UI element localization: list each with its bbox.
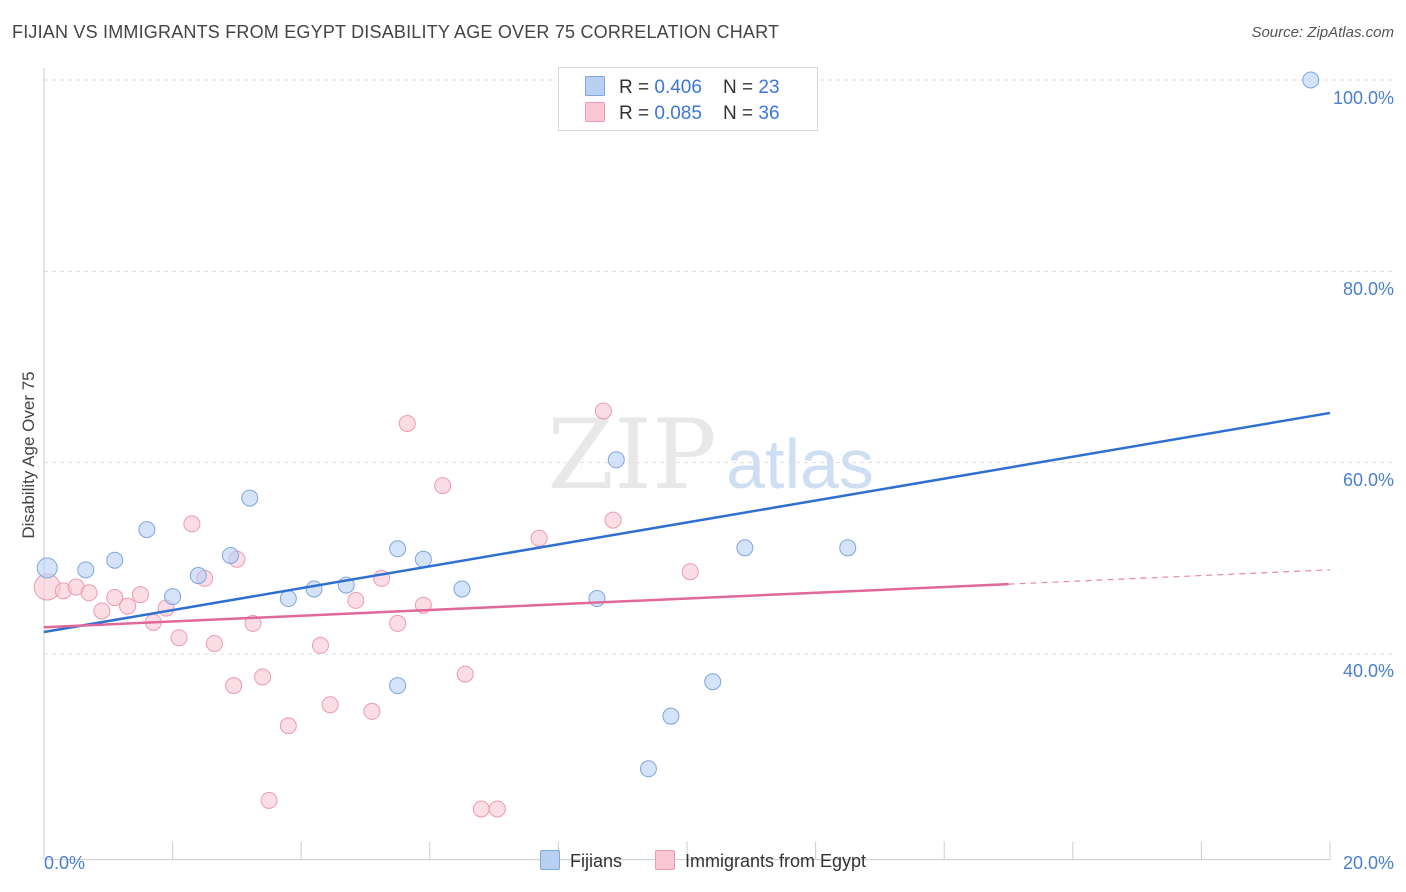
fijians-point <box>607 451 625 469</box>
legend-item-egypt[interactable]: Immigrants from Egypt <box>654 850 867 872</box>
egypt-point <box>93 602 111 620</box>
y-tick-label-60: 60.0% <box>1343 470 1394 490</box>
fijians-point <box>138 521 156 539</box>
stats-row-fijians: R = 0.406 N = 23 <box>585 76 780 102</box>
legend-label-fijians: Fijians <box>569 851 622 871</box>
legend-label-egypt: Immigrants from Egypt <box>684 851 867 871</box>
r-value: 0.406 <box>654 77 702 98</box>
series-legend: Fijians Immigrants from Egypt <box>0 850 1406 872</box>
fijians-swatch <box>539 850 560 870</box>
egypt-point <box>347 591 365 609</box>
egypt-point <box>604 511 622 529</box>
fijians-point <box>77 561 95 579</box>
fijians-point <box>839 539 857 557</box>
fijians-point <box>414 550 432 568</box>
r-label: R = <box>619 103 655 124</box>
fijians-point <box>639 760 657 778</box>
egypt-point <box>530 529 548 547</box>
fijians-point <box>164 588 182 606</box>
egypt-point <box>131 586 149 604</box>
fijians-point <box>279 590 297 608</box>
fijians-point <box>241 489 259 507</box>
egypt-trend-line <box>43 582 1009 629</box>
watermark: ZIP atlas <box>547 399 874 511</box>
egypt-point <box>106 589 124 607</box>
egypt-point <box>321 696 339 714</box>
source-label: Source: ZipAtlas.com <box>1251 24 1394 41</box>
stats-legend: R = 0.406 N = 23 R = 0.085 N = 36 <box>558 67 818 131</box>
egypt-point <box>205 634 223 652</box>
fijians-point <box>1302 71 1320 89</box>
fijians-point <box>389 540 407 558</box>
fijians-point <box>736 539 754 557</box>
egypt-point <box>434 477 452 495</box>
egypt-point <box>398 414 416 432</box>
egypt-point <box>183 515 201 533</box>
r-value: 0.085 <box>654 103 702 124</box>
grid-lines <box>44 79 1394 655</box>
egypt-point <box>681 563 699 581</box>
y-tick-label-80: 80.0% <box>1343 279 1394 299</box>
egypt-point <box>311 636 329 654</box>
egypt-swatch <box>585 102 605 122</box>
egypt-point <box>594 402 612 420</box>
fijians-trend-line <box>43 411 1331 634</box>
y-tick-label-40: 40.0% <box>1343 661 1394 681</box>
egypt-point <box>170 629 188 647</box>
egypt-point <box>225 677 243 695</box>
n-value: 23 <box>758 77 780 98</box>
fijians-point <box>106 551 124 569</box>
fijians-point <box>389 677 407 695</box>
egypt-point <box>260 791 278 809</box>
egypt-point <box>472 800 490 818</box>
fijians-point <box>189 567 207 585</box>
egypt-point <box>80 584 98 602</box>
fijians-point <box>662 707 680 725</box>
fijians-point <box>305 580 323 598</box>
x-tick-label-right: 20.0% <box>1343 853 1394 873</box>
egypt-point <box>488 800 506 818</box>
egypt-trend-extension <box>1008 569 1331 585</box>
fijians-point <box>588 590 606 608</box>
series-fijians-points <box>36 71 1320 778</box>
fijians-point <box>704 673 722 691</box>
y-tick-label-100: 100.0% <box>1333 88 1394 108</box>
egypt-point <box>244 614 262 632</box>
n-value: 36 <box>758 103 780 124</box>
trend-lines <box>43 411 1331 634</box>
watermark-atlas: atlas <box>726 425 874 503</box>
x-tick-label-left: 0.0% <box>44 853 85 873</box>
y-axis-label: Disability Age Over 75 <box>19 371 38 538</box>
chart-title: FIJIAN VS IMMIGRANTS FROM EGYPT DISABILI… <box>12 22 780 42</box>
r-label: R = <box>619 77 655 98</box>
egypt-swatch <box>654 850 675 870</box>
fijians-point <box>36 557 58 579</box>
n-label: N = <box>723 77 759 98</box>
watermark-zip: ZIP <box>547 399 716 511</box>
legend-item-fijians[interactable]: Fijians <box>539 850 622 872</box>
egypt-point <box>254 668 272 686</box>
n-label: N = <box>723 103 759 124</box>
fijians-point <box>221 546 239 564</box>
stats-row-egypt: R = 0.085 N = 36 <box>585 102 780 128</box>
egypt-point <box>279 717 297 735</box>
egypt-point <box>456 665 474 683</box>
egypt-point <box>389 614 407 632</box>
fijians-swatch <box>585 76 605 96</box>
fijians-point <box>453 580 471 598</box>
egypt-point <box>119 597 137 615</box>
egypt-point <box>363 702 381 720</box>
